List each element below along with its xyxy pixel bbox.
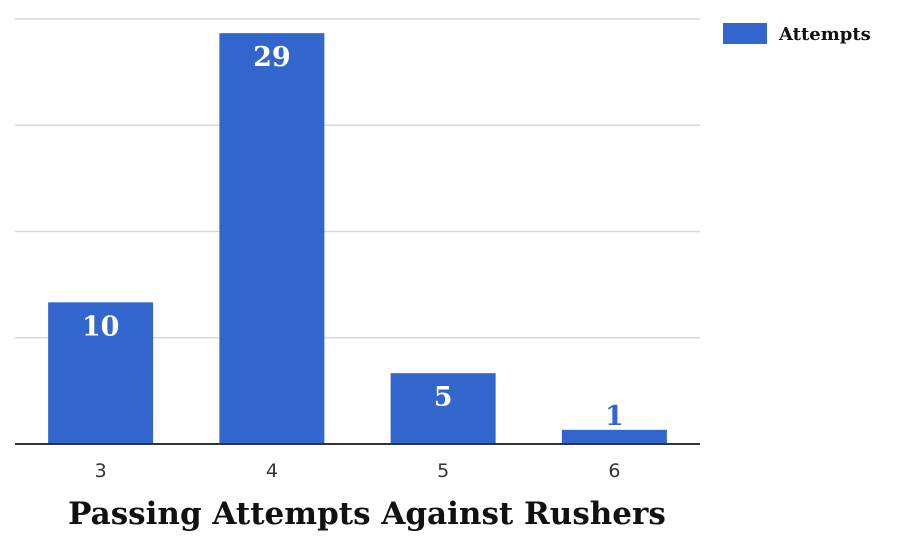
bar-6 [561,429,667,444]
bars [48,33,667,445]
legend-swatch [723,23,767,44]
legend-label: Attempts [778,24,871,45]
chart-title: Passing Attempts Against Rushers [68,496,666,532]
bar-4 [219,33,325,445]
x-tick-label-5: 5 [437,460,449,482]
x-axis-tick-labels: 3 4 5 6 [95,460,621,482]
data-label-6: 1 [605,401,624,432]
data-label-5: 5 [434,382,453,413]
x-tick-label-6: 6 [608,460,620,482]
data-label-4: 29 [253,42,291,73]
x-tick-label-4: 4 [266,460,278,482]
bar-5 [390,373,496,444]
x-tick-label-3: 3 [95,460,107,482]
bar-data-labels: 10 29 5 1 [82,42,624,432]
legend: Attempts [723,23,871,45]
data-label-3: 10 [82,311,120,342]
bar-3 [48,302,154,444]
gridlines [15,18,700,339]
